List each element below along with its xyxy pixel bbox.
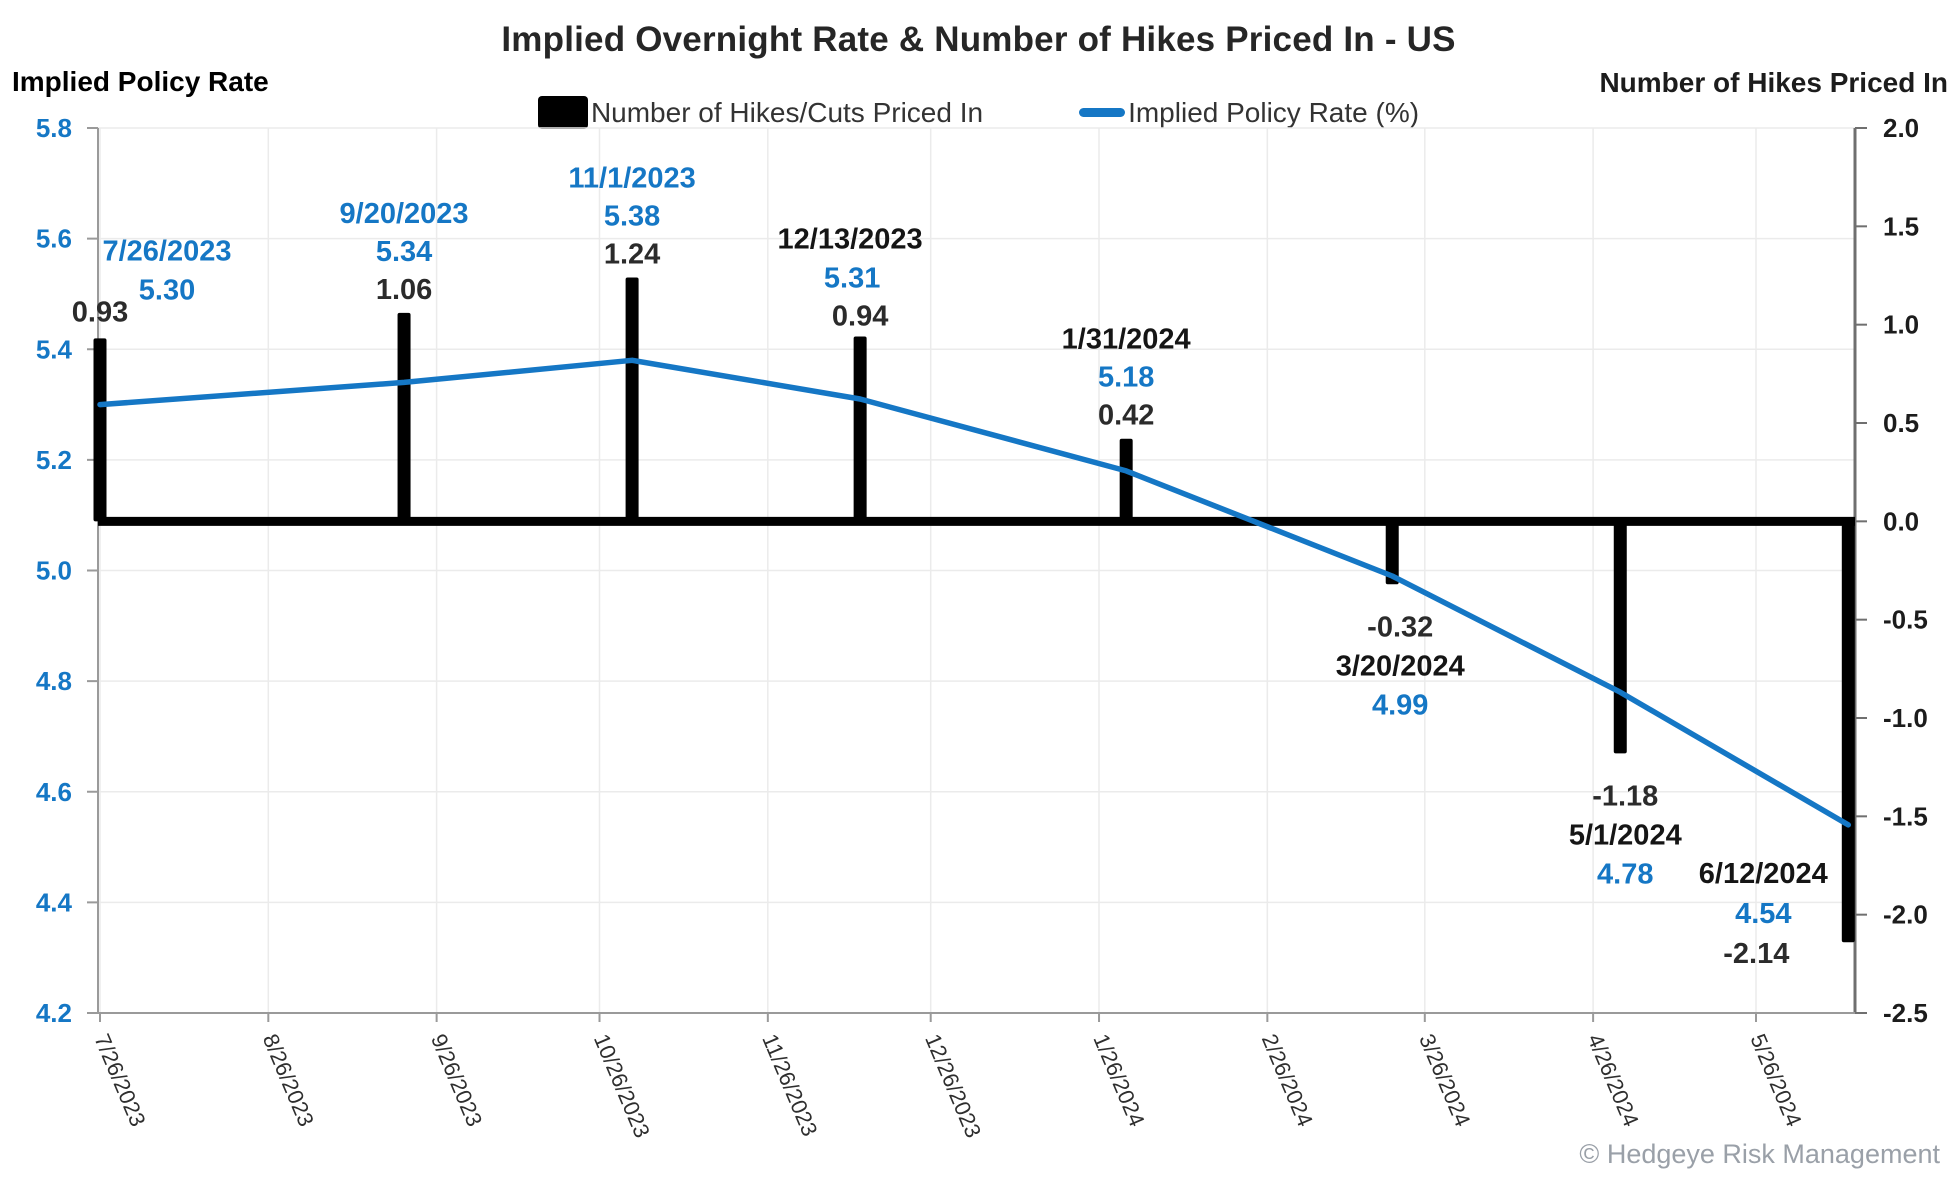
hikes-bar: [93, 338, 107, 522]
right-axis-tick-label: -2.0: [1883, 900, 1928, 930]
right-axis-title-text: Number of Hikes Priced In: [1599, 67, 1948, 98]
x-axis-tick-label: 10/26/2023: [589, 1030, 655, 1141]
annotation-rate: 4.54: [1735, 898, 1791, 930]
annotation-hikes: 0.93: [72, 296, 128, 328]
right-axis-tick-label: -1.0: [1883, 703, 1928, 733]
x-axis-tick-label: 4/26/2024: [1583, 1030, 1644, 1130]
hikes-bar: [853, 336, 867, 522]
left-axis-tick-label: 5.6: [36, 224, 72, 254]
left-axis-tick-label: 5.0: [36, 556, 72, 586]
hikes-bar: [1841, 521, 1855, 943]
right-axis-title: Number of Hikes Priced In: [1599, 67, 1948, 99]
annotation-rate: 5.18: [1098, 362, 1154, 394]
hikes-bar: [1613, 521, 1627, 754]
annotation-rate: 5.30: [139, 274, 195, 306]
annotation-rate: 4.78: [1597, 858, 1653, 890]
hikes-bar: [625, 277, 639, 522]
left-axis-tick-label: 4.2: [36, 998, 72, 1028]
left-axis-tick-label: 4.6: [36, 777, 72, 807]
right-axis-tick-label: 0.5: [1883, 408, 1919, 438]
x-axis-tick-label: 5/26/2024: [1745, 1030, 1806, 1130]
annotation-date: 3/20/2024: [1336, 650, 1465, 682]
right-axis-tick-label: -1.5: [1883, 801, 1928, 831]
x-axis-tick-label: 7/26/2023: [89, 1030, 150, 1130]
annotation-date: 11/1/2023: [568, 162, 695, 194]
policy-rate-line: [97, 357, 1852, 828]
annotation-date: 12/13/2023: [778, 223, 923, 255]
x-axis-tick-label: 1/26/2024: [1088, 1030, 1149, 1130]
legend-item-hikes: Number of Hikes/Cuts Priced In: [537, 96, 984, 129]
hikes-bar: [397, 312, 411, 522]
annotation-hikes: 0.42: [1098, 400, 1154, 432]
right-axis-tick-label: 0.0: [1883, 506, 1919, 536]
annotation-date: 6/12/2024: [1699, 858, 1828, 890]
annotation-date: 9/20/2023: [340, 198, 469, 230]
left-axis-title: Implied Policy Rate: [12, 66, 269, 98]
legend-item-rate: Implied Policy Rate (%): [1079, 97, 1419, 129]
right-axis-tick-label: 1.5: [1883, 211, 1919, 241]
right-axis-tick-label: -2.5: [1883, 998, 1928, 1028]
annotation-date: 1/31/2024: [1062, 324, 1191, 356]
right-axis-tick-label: -0.5: [1883, 605, 1928, 635]
left-axis-tick-label: 5.8: [36, 113, 72, 143]
x-axis-tick-label: 8/26/2023: [258, 1030, 319, 1130]
x-axis-tick-label: 12/26/2023: [920, 1030, 986, 1141]
chart-legend: Number of Hikes/Cuts Priced In Implied P…: [0, 96, 1957, 129]
annotation-hikes: 1.24: [604, 238, 660, 270]
right-axis-tick-label: 2.0: [1883, 113, 1919, 143]
right-axis-tick-label: 1.0: [1883, 310, 1919, 340]
x-axis-tick-label: 3/26/2024: [1414, 1030, 1475, 1130]
left-axis-tick-label: 4.8: [36, 666, 72, 696]
annotation-date: 7/26/2023: [102, 235, 231, 267]
legend-label-hikes: Number of Hikes/Cuts Priced In: [590, 96, 984, 128]
left-axis-title-text: Implied Policy Rate: [12, 66, 269, 97]
annotation-rate: 5.38: [604, 200, 660, 232]
watermark: © Hedgeye Risk Management: [1579, 1139, 1940, 1169]
annotation-hikes: -1.18: [1592, 780, 1658, 812]
left-axis-tick-label: 5.2: [36, 445, 72, 475]
annotation-hikes: -2.14: [1723, 938, 1789, 970]
annotation-rate: 5.31: [824, 262, 880, 294]
x-axis-tick-label: 2/26/2024: [1257, 1030, 1318, 1130]
annotation-hikes: 1.06: [376, 274, 432, 306]
x-axis-tick-label: 11/26/2023: [757, 1030, 822, 1140]
left-axis-tick-label: 5.4: [36, 334, 73, 364]
x-axis-tick-label: 9/26/2023: [426, 1030, 487, 1130]
left-axis-tick-label: 4.4: [36, 887, 73, 917]
annotation-rate: 5.34: [376, 236, 432, 268]
line-swatch-icon: [1079, 108, 1126, 117]
hikes-bar: [1119, 438, 1133, 522]
legend-label-rate: Implied Policy Rate (%): [1128, 96, 1420, 128]
annotation-rate: 4.99: [1372, 689, 1428, 721]
chart-title: Implied Overnight Rate & Number of Hikes…: [501, 20, 1456, 59]
hikes-bar: [1385, 521, 1399, 585]
annotation-hikes: 0.94: [832, 300, 888, 332]
annotation-hikes: -0.32: [1367, 611, 1433, 643]
bar-swatch-icon: [537, 96, 588, 129]
annotation-date: 5/1/2024: [1569, 819, 1682, 851]
